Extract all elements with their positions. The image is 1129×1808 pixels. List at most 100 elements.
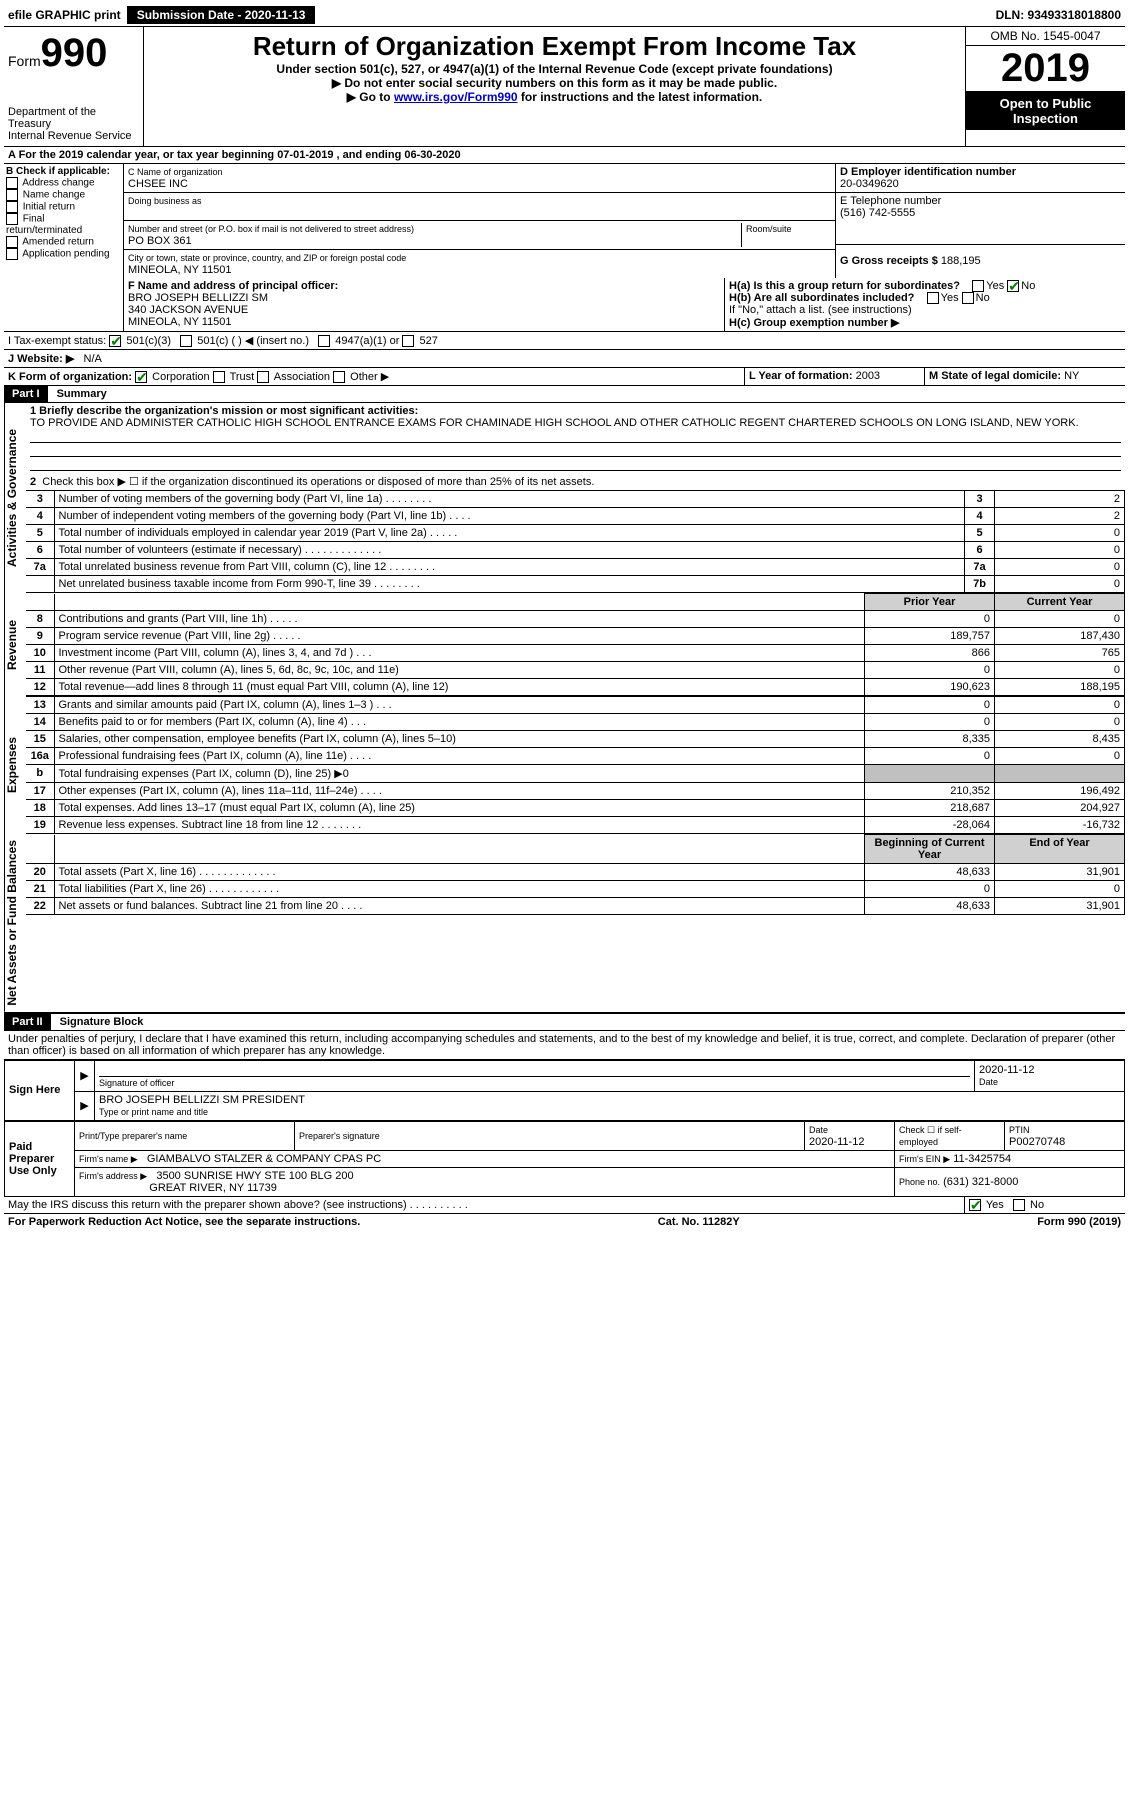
block-f-h: F Name and address of principal officer:… [4, 278, 1125, 332]
line-desc: Total number of volunteers (estimate if … [54, 542, 965, 559]
lineno: 12 [26, 679, 54, 696]
form-word: Form [8, 53, 41, 69]
line-box: 3 [965, 491, 995, 508]
name-change-check[interactable] [6, 189, 18, 201]
side-rev: Revenue [4, 593, 26, 696]
prior-val: 0 [865, 714, 995, 731]
city-label: City or town, state or province, country… [128, 253, 406, 263]
curr-val [995, 765, 1125, 783]
rev-table: Prior Year Current Year8 Contributions a… [26, 593, 1125, 696]
other: Other ▶ [350, 371, 389, 383]
amended: Amended return [22, 237, 94, 248]
prior-val: 190,623 [865, 679, 995, 696]
other-check[interactable] [333, 371, 345, 383]
addr-label: Number and street (or P.O. box if mail i… [128, 224, 414, 234]
4947: 4947(a)(1) or [335, 335, 399, 347]
501c-check[interactable] [180, 335, 192, 347]
state: NY [1064, 370, 1079, 382]
discuss-no[interactable] [1013, 1199, 1025, 1211]
addr-change-check[interactable] [6, 177, 18, 189]
501c3: 501(c)(3) [126, 335, 171, 347]
submission-date: Submission Date - 2020-11-13 [127, 6, 316, 24]
curr-val: 31,901 [995, 898, 1125, 915]
prior-val: 48,633 [865, 864, 995, 881]
line-desc: Total number of individuals employed in … [54, 525, 965, 542]
final-return-check[interactable] [6, 213, 18, 225]
form-990-page: efile GRAPHIC print Submission Date - 20… [0, 0, 1129, 1234]
ha-yes[interactable] [972, 280, 984, 292]
discuss-text: May the IRS discuss this return with the… [8, 1199, 468, 1211]
prior-val [865, 765, 995, 783]
lineno: 19 [26, 817, 54, 834]
prior-val: 0 [865, 662, 995, 679]
prior-val: 0 [865, 611, 995, 628]
curr-val: 0 [995, 662, 1125, 679]
no-lbl2: No [976, 292, 990, 304]
typed-label: Type or print name and title [99, 1107, 208, 1117]
ein: 20-0349620 [840, 178, 899, 190]
discuss-yes[interactable] [969, 1199, 981, 1211]
line-desc: Total revenue—add lines 8 through 11 (mu… [54, 679, 865, 696]
block-i: I Tax-exempt status: 501(c)(3) 501(c) ( … [4, 332, 1125, 350]
line-val: 2 [995, 491, 1125, 508]
room-label: Room/suite [746, 224, 792, 234]
part1-header: Part I Summary [4, 386, 1125, 403]
501c3-check[interactable] [109, 335, 121, 347]
lineno: 8 [26, 611, 54, 628]
self-emp: Check ☐ if self-employed [899, 1125, 962, 1147]
ha-no[interactable] [1007, 280, 1019, 292]
527-check[interactable] [402, 335, 414, 347]
discuss-row: May the IRS discuss this return with the… [4, 1197, 1125, 1214]
amended-check[interactable] [6, 236, 18, 248]
phone: (516) 742-5555 [840, 207, 915, 219]
declaration: Under penalties of perjury, I declare th… [4, 1031, 1125, 1060]
sig-date-cell: 2020-11-12Date [975, 1060, 1125, 1091]
firm-ein-label: Firm's EIN ▶ [899, 1154, 950, 1164]
ptin: P00270748 [1009, 1136, 1065, 1148]
mission-text: TO PROVIDE AND ADMINISTER CATHOLIC HIGH … [30, 417, 1079, 429]
app-pending-check[interactable] [6, 248, 18, 260]
lineno: 5 [26, 525, 54, 542]
no3: No [1030, 1199, 1044, 1211]
4947-check[interactable] [318, 335, 330, 347]
curr-val: 0 [995, 714, 1125, 731]
hb-no[interactable] [962, 292, 974, 304]
line-box: 4 [965, 508, 995, 525]
line-desc: Professional fundraising fees (Part IX, … [54, 748, 865, 765]
lineno: 21 [26, 881, 54, 898]
gross-receipts: 188,195 [941, 255, 981, 267]
phone-row: E Telephone number (516) 742-5555 [836, 193, 1125, 245]
hc-row: H(c) Group exemption number ▶ [729, 316, 1121, 329]
website-label: J Website: ▶ [8, 353, 74, 365]
trust-check[interactable] [213, 371, 225, 383]
form990-link[interactable]: www.irs.gov/Form990 [394, 90, 518, 104]
line-desc: Net unrelated business taxable income fr… [54, 576, 965, 593]
side-ag: Activities & Governance [4, 403, 26, 593]
part1-num: Part I [4, 386, 48, 402]
prior-val: -28,064 [865, 817, 995, 834]
hb-yes[interactable] [927, 292, 939, 304]
firm-phone: (631) 321-8000 [943, 1176, 1018, 1188]
lineno: 18 [26, 800, 54, 817]
firm-name: GIAMBALVO STALZER & COMPANY CPAS PC [147, 1153, 381, 1165]
ein-label: D Employer identification number [840, 166, 1016, 178]
sign-here: Sign Here [5, 1060, 75, 1120]
corp-check[interactable] [135, 371, 147, 383]
line-desc: Other revenue (Part VIII, column (A), li… [54, 662, 865, 679]
sub3-pre: ▶ Go to [347, 90, 394, 104]
dept-label: Department of the Treasury Internal Reve… [8, 106, 139, 142]
initial-return-check[interactable] [6, 201, 18, 213]
sub3-post: for instructions and the latest informat… [518, 90, 763, 104]
curr-val: 31,901 [995, 864, 1125, 881]
assoc-check[interactable] [257, 371, 269, 383]
527: 527 [420, 335, 438, 347]
prep-date-label: Date [809, 1125, 828, 1135]
prior-val: 189,757 [865, 628, 995, 645]
subtitle-3: ▶ Go to www.irs.gov/Form990 for instruct… [148, 90, 961, 104]
lineno: 10 [26, 645, 54, 662]
netassets-section: Net Assets or Fund Balances Beginning of… [4, 834, 1125, 1014]
block-b: B Check if applicable: Address change Na… [4, 164, 124, 278]
form-990-num: 990 [41, 31, 108, 75]
name-change: Name change [23, 190, 85, 201]
lineno [26, 576, 54, 593]
